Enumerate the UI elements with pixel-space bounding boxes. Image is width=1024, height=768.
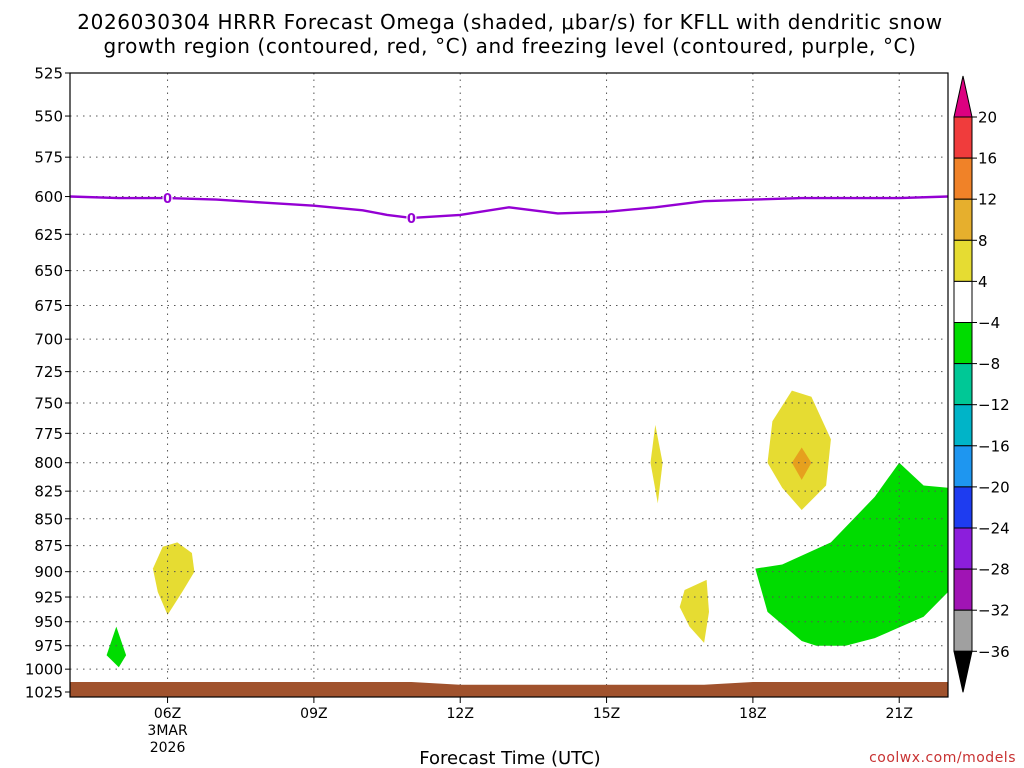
- colorbar-band-13: [953, 609, 973, 652]
- x-axis-title: Forecast Time (UTC): [419, 748, 600, 768]
- y-tick-label-625: 625: [34, 226, 63, 244]
- colorbar-label-1: 16: [978, 150, 997, 168]
- y-tick-label-525: 525: [34, 65, 63, 83]
- omega-shading-layer: [106, 390, 948, 668]
- plot-frame: [69, 72, 949, 698]
- ground-surface: [70, 682, 948, 697]
- credit-text: coolwx.com/models: [869, 750, 1016, 766]
- colorbar-label-5: −4: [978, 314, 1000, 332]
- omega-region-7: [755, 462, 948, 646]
- y-tick-label-850: 850: [34, 510, 63, 528]
- colorbar-band-7: [953, 363, 973, 406]
- freezing-level-line: [69, 195, 949, 220]
- colorbar-band-1: [953, 116, 973, 159]
- colorbar-band-11: [953, 527, 973, 570]
- colorbar-band-10: [953, 486, 973, 529]
- y-tick-label-875: 875: [34, 537, 63, 555]
- colorbar-label-13: −36: [978, 643, 1010, 661]
- freezing-level-label-2: 0: [407, 212, 416, 227]
- colorbar-label-6: −8: [978, 355, 1000, 373]
- colorbar-label-10: −24: [978, 520, 1010, 538]
- y-tick-label-550: 550: [34, 108, 63, 126]
- x-tick-label-12Z: 12Z: [447, 706, 474, 722]
- omega-region-3: [650, 424, 663, 504]
- y-tick-label-800: 800: [34, 454, 63, 472]
- colorbar-band-12: [953, 568, 973, 611]
- y-tick-label-825: 825: [34, 483, 63, 501]
- freezing-level-label-1: 0: [163, 192, 172, 207]
- y-tick-label-700: 700: [34, 331, 63, 349]
- y-tick-label-1025: 1025: [25, 684, 63, 702]
- x-date-label-day: 3MAR: [147, 723, 188, 739]
- y-tick-label-750: 750: [34, 394, 63, 412]
- y-tick-label-725: 725: [34, 363, 63, 381]
- ground-layer: [70, 682, 948, 697]
- x-tick-label-15Z: 15Z: [593, 706, 620, 722]
- colorbar-bottom-arrow: [953, 650, 973, 693]
- y-tick-label-675: 675: [34, 297, 63, 315]
- y-tick-label-900: 900: [34, 563, 63, 581]
- omega-region-5: [767, 390, 831, 510]
- chart-title-line-1: 2026030304 HRRR Forecast Omega (shaded, …: [77, 10, 942, 34]
- y-tick-label-600: 600: [34, 188, 63, 206]
- colorbar-label-3: 8: [978, 232, 988, 250]
- omega-region-4: [679, 579, 709, 643]
- colorbar-band-8: [953, 404, 973, 447]
- freezing-level-layer: 00: [69, 191, 949, 227]
- colorbar-label-7: −12: [978, 396, 1010, 414]
- y-tick-label-650: 650: [34, 262, 63, 280]
- x-date-label-year: 2026: [150, 740, 186, 756]
- colorbar-label-9: −20: [978, 478, 1010, 496]
- colorbar-top-arrow: [953, 75, 973, 118]
- freezing-label-bg-2: [406, 210, 417, 225]
- y-tick-label-1000: 1000: [25, 661, 63, 679]
- colorbar-band-3: [953, 198, 973, 241]
- y-axis-pressure: 525 550 575 600 625 650 675 700 725 750 775 800 825 8…: [25, 65, 70, 702]
- colorbar-band-9: [953, 445, 973, 488]
- x-tick-label-06Z: 06Z: [154, 706, 181, 722]
- colorbar-band-6: [953, 322, 973, 365]
- freezing-label-bg-1: [162, 191, 173, 206]
- x-tick-label-21Z: 21Z: [886, 706, 913, 722]
- colorbar-label-4: 4: [978, 273, 988, 291]
- y-tick-label-775: 775: [34, 425, 63, 443]
- colorbar-label-8: −16: [978, 437, 1010, 455]
- x-tick-label-18Z: 18Z: [739, 706, 766, 722]
- y-tick-label-575: 575: [34, 149, 63, 167]
- omega-region-1: [152, 542, 195, 615]
- y-tick-label-975: 975: [34, 637, 63, 655]
- y-tick-label-950: 950: [34, 613, 63, 631]
- colorbar-label-11: −28: [978, 561, 1010, 579]
- colorbar-label-0: 20: [978, 109, 997, 127]
- y-tick-label-925: 925: [34, 589, 63, 607]
- omega-region-6: [791, 447, 812, 480]
- omega-region-2: [106, 626, 127, 668]
- grid-lines: [70, 73, 948, 697]
- colorbar-band-5: [953, 280, 973, 323]
- chart-title-line-2: growth region (contoured, red, °C) and f…: [103, 34, 916, 58]
- x-tick-label-09Z: 09Z: [300, 706, 327, 722]
- colorbar-band-2: [953, 157, 973, 200]
- colorbar-label-2: 12: [978, 191, 997, 209]
- colorbar-label-12: −32: [978, 602, 1010, 620]
- colorbar-band-4: [953, 239, 973, 282]
- omega-colorbar: 20 16 12 8 4 −4 −8 −12 −16 −20 −24 −28 −32 −36: [953, 75, 1010, 693]
